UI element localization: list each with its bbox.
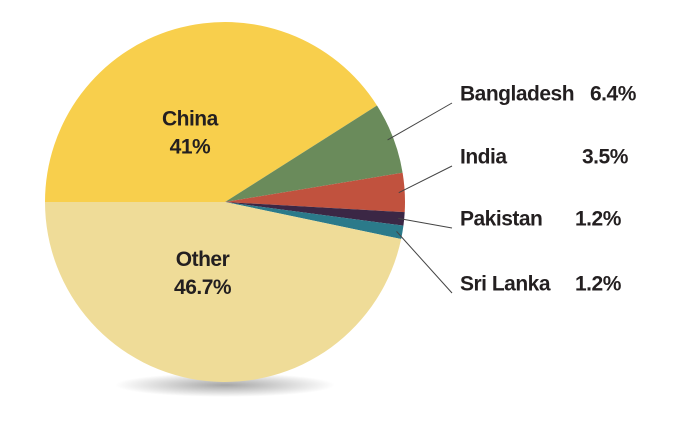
- category-label: Pakistan: [460, 208, 542, 231]
- value-label: 1.2%: [575, 208, 622, 231]
- pie-slice: [45, 202, 402, 382]
- pie: [45, 22, 405, 382]
- pie-slice: [225, 105, 403, 202]
- leader-line: [387, 102, 453, 141]
- leader-line: [398, 217, 453, 229]
- pie-slice: [225, 202, 405, 226]
- value-label: 3.5%: [582, 146, 629, 169]
- pie-slice: [45, 22, 377, 202]
- value-label: 6.4%: [590, 83, 637, 106]
- category-label: Bangladesh: [460, 83, 574, 106]
- category-label: India: [460, 146, 507, 169]
- leader-line: [398, 165, 453, 194]
- value-label: 1.2%: [575, 273, 622, 296]
- leader-line: [396, 231, 453, 294]
- value-label: 41%: [170, 135, 211, 158]
- category-label: Sri Lanka: [460, 273, 551, 296]
- category-label: China: [162, 107, 219, 130]
- pie-slice: [225, 202, 404, 240]
- pie-slice: [225, 172, 405, 213]
- shadow: [115, 373, 335, 397]
- value-label: 46.7%: [174, 276, 232, 299]
- category-label: Other: [176, 248, 230, 271]
